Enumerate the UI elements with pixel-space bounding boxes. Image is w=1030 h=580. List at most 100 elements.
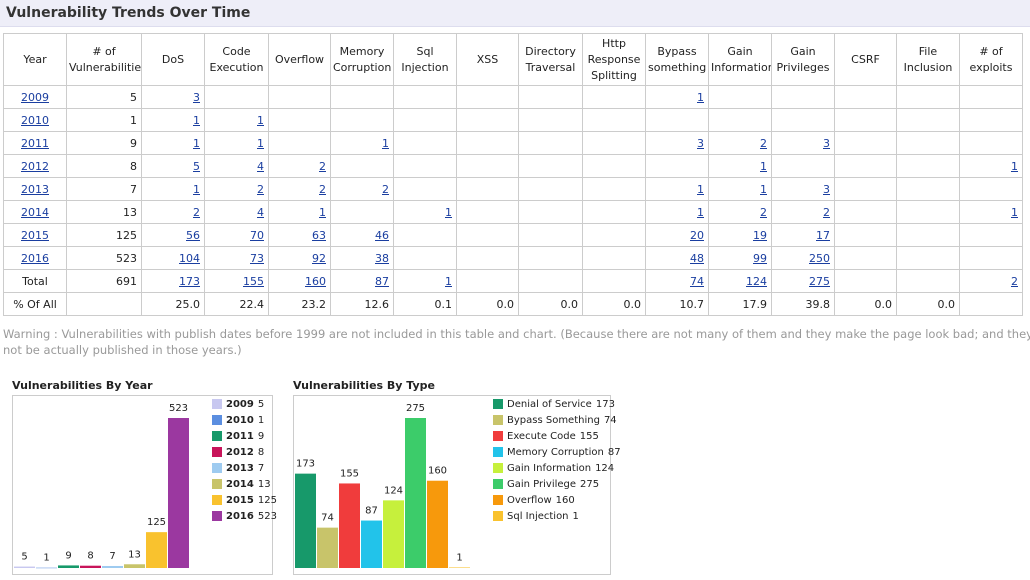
table-cell: 0.0 (518, 292, 583, 316)
table-cell (896, 246, 960, 270)
table-cell: % Of All (3, 292, 67, 316)
table-link[interactable]: 1 (193, 182, 200, 196)
table-link[interactable]: 2016 (21, 251, 49, 265)
legend-category: Overflow (507, 495, 552, 506)
table-link[interactable]: 87 (375, 274, 389, 288)
table-link[interactable]: 1 (257, 136, 264, 150)
table-link[interactable]: 2 (760, 136, 767, 150)
table-link[interactable]: 2011 (21, 136, 49, 150)
table-link[interactable]: 1 (445, 205, 452, 219)
table-link[interactable]: 1 (760, 159, 767, 173)
table-cell: 1 (330, 131, 394, 155)
table-cell (330, 85, 394, 109)
legend-label: Gain Information 124 (507, 463, 614, 474)
table-link[interactable]: 2012 (21, 159, 49, 173)
table-link[interactable]: 1 (382, 136, 389, 150)
table-link[interactable]: 3 (193, 90, 200, 104)
chart-title: Vulnerabilities By Type (293, 379, 435, 392)
table-cell: 691 (66, 269, 142, 293)
bar (14, 566, 35, 568)
table-link[interactable]: 1 (257, 113, 264, 127)
table-link[interactable]: 2010 (21, 113, 49, 127)
table-cell (393, 131, 457, 155)
table-link[interactable]: 3 (697, 136, 704, 150)
table-cell (518, 177, 583, 201)
table-link[interactable]: 48 (690, 251, 704, 265)
legend-swatch (493, 463, 503, 473)
column-header: Year (3, 33, 67, 86)
legend-value: 13 (258, 479, 271, 490)
table-link[interactable]: 4 (257, 159, 264, 173)
table-link[interactable]: 92 (312, 251, 326, 265)
table-link[interactable]: 1 (319, 205, 326, 219)
legend-label: Overflow 160 (507, 495, 575, 506)
table-link[interactable]: 275 (809, 274, 830, 288)
legend-category: 2010 (226, 415, 254, 426)
table-link[interactable]: 2 (382, 182, 389, 196)
column-header: Gain Privileges (771, 33, 835, 86)
table-cell (518, 246, 583, 270)
table-link[interactable]: 1 (697, 90, 704, 104)
table-cell (456, 269, 519, 293)
table-link[interactable]: 1 (445, 274, 452, 288)
table-cell (896, 269, 960, 293)
legend-category: 2013 (226, 463, 254, 474)
table-link[interactable]: 73 (250, 251, 264, 265)
table-link[interactable]: 1 (697, 205, 704, 219)
table-link[interactable]: 70 (250, 228, 264, 242)
table-link[interactable]: 74 (690, 274, 704, 288)
table-cell (518, 108, 583, 132)
table-link[interactable]: 99 (753, 251, 767, 265)
table-link[interactable]: 2015 (21, 228, 49, 242)
table-cell (959, 223, 1023, 247)
table-row: 2015 125 56 70 63 46 20 19 17 (3, 223, 1023, 247)
table-link[interactable]: 20 (690, 228, 704, 242)
table-link[interactable]: 4 (257, 205, 264, 219)
table-link[interactable]: 124 (746, 274, 767, 288)
table-link[interactable]: 1 (193, 113, 200, 127)
table-link[interactable]: 2 (760, 205, 767, 219)
table-link[interactable]: 1 (697, 182, 704, 196)
table-link[interactable]: 250 (809, 251, 830, 265)
table-link[interactable]: 1 (1011, 205, 1018, 219)
table-link[interactable]: 160 (305, 274, 326, 288)
table-cell: 4 (204, 200, 269, 224)
table-link[interactable]: 5 (193, 159, 200, 173)
bar-label: 7 (109, 551, 115, 562)
legend-value: 523 (258, 511, 277, 522)
table-link[interactable]: 2 (319, 159, 326, 173)
bar (405, 418, 426, 568)
column-header: Http Response Splitting (582, 33, 646, 86)
table-cell (582, 177, 646, 201)
table-link[interactable]: 56 (186, 228, 200, 242)
table-link[interactable]: 2 (319, 182, 326, 196)
table-link[interactable]: 1 (193, 136, 200, 150)
table-cell: 17.9 (708, 292, 772, 316)
table-link[interactable]: 104 (179, 251, 200, 265)
table-link[interactable]: 155 (243, 274, 264, 288)
table-link[interactable]: 1 (1011, 159, 1018, 173)
table-link[interactable]: 3 (823, 136, 830, 150)
table-link[interactable]: 63 (312, 228, 326, 242)
table-link[interactable]: 2013 (21, 182, 49, 196)
table-link[interactable]: 2014 (21, 205, 49, 219)
table-link[interactable]: 46 (375, 228, 389, 242)
table-link[interactable]: 2009 (21, 90, 49, 104)
table-link[interactable]: 2 (1011, 274, 1018, 288)
table-link[interactable]: 2 (823, 205, 830, 219)
table-cell (582, 269, 646, 293)
column-header: Code Execution (204, 33, 269, 86)
table-cell (582, 154, 646, 178)
table-cell (645, 154, 709, 178)
table-link[interactable]: 173 (179, 274, 200, 288)
table-link[interactable]: 3 (823, 182, 830, 196)
table-link[interactable]: 2 (257, 182, 264, 196)
table-link[interactable]: 1 (760, 182, 767, 196)
column-header: Sql Injection (393, 33, 457, 86)
table-cell: 125 (66, 223, 142, 247)
table-link[interactable]: 17 (816, 228, 830, 242)
table-cell: 87 (330, 269, 394, 293)
table-link[interactable]: 2 (193, 205, 200, 219)
table-link[interactable]: 38 (375, 251, 389, 265)
table-link[interactable]: 19 (753, 228, 767, 242)
